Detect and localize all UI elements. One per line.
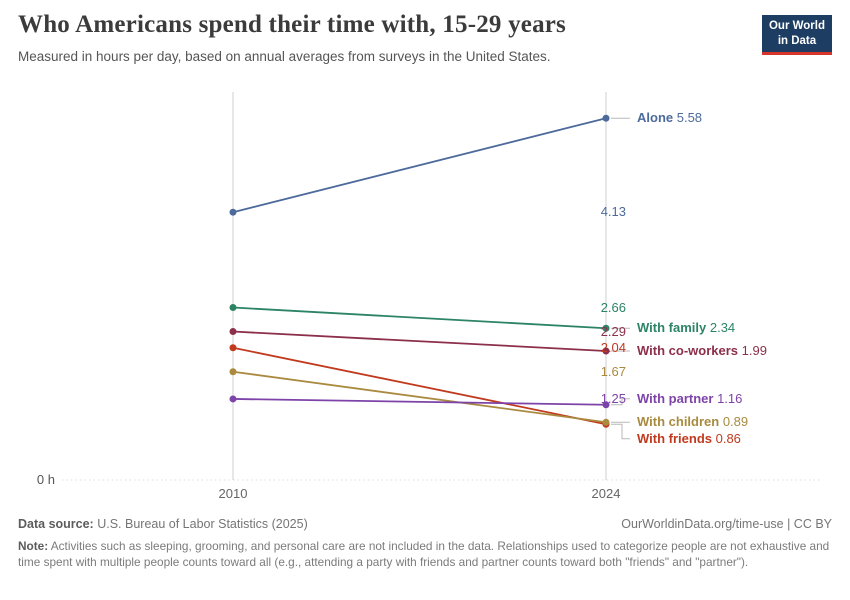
series-end-value-alone: 5.58 bbox=[673, 110, 703, 126]
start-value-label-alone: 4.13 bbox=[600, 204, 626, 220]
series-start-point-with-family[interactable] bbox=[229, 304, 237, 312]
attribution[interactable]: OurWorldinData.org/time-use | CC BY bbox=[621, 517, 832, 531]
series-name-with-partner: With partner bbox=[637, 390, 714, 406]
series-label-with-children[interactable]: With children 0.89 bbox=[637, 414, 748, 429]
series-start-point-with-children[interactable] bbox=[229, 368, 237, 376]
data-source-label: Data source: bbox=[18, 517, 94, 531]
series-end-value-with-co-workers: 1.99 bbox=[738, 342, 767, 358]
start-value-label-with-children: 1.67 bbox=[600, 363, 626, 379]
series-name-alone: Alone bbox=[637, 110, 674, 126]
owid-logo[interactable]: Our World in Data bbox=[761, 15, 832, 55]
series-end-point-alone[interactable] bbox=[602, 114, 610, 122]
series-line-with-partner[interactable] bbox=[232, 398, 607, 406]
series-line-with-friends[interactable] bbox=[232, 346, 607, 426]
series-start-point-with-partner[interactable] bbox=[229, 395, 237, 403]
series-label-with-partner[interactable]: With partner 1.16 bbox=[637, 391, 742, 406]
x-axis-label-2010: 2010 bbox=[218, 486, 248, 501]
series-end-value-with-partner: 1.16 bbox=[713, 390, 743, 406]
series-end-point-with-co-workers[interactable] bbox=[602, 347, 610, 355]
y-axis-zero-label: 0 h bbox=[36, 472, 55, 487]
series-end-value-with-friends: 0.86 bbox=[712, 430, 741, 446]
series-label-with-friends[interactable]: With friends 0.86 bbox=[637, 431, 741, 446]
start-value-label-with-friends: 2.04 bbox=[600, 339, 626, 355]
series-label-with-family[interactable]: With family 2.34 bbox=[637, 320, 735, 335]
footnote: Note: Activities such as sleeping, groom… bbox=[18, 539, 834, 570]
start-value-label-with-co-workers: 2.29 bbox=[600, 323, 626, 339]
start-value-label-with-partner: 1.25 bbox=[600, 390, 626, 406]
page-title: Who Americans spend their time with, 15-… bbox=[18, 11, 566, 38]
start-value-label-with-family: 2.66 bbox=[600, 299, 626, 315]
footnote-label: Note: bbox=[18, 539, 49, 553]
data-source: Data source: U.S. Bureau of Labor Statis… bbox=[18, 517, 308, 531]
series-label-alone[interactable]: Alone 5.58 bbox=[637, 110, 702, 125]
series-name-with-co-workers: With co-workers bbox=[637, 342, 739, 358]
series-line-with-family[interactable] bbox=[232, 306, 607, 330]
series-end-point-with-children[interactable] bbox=[602, 418, 610, 426]
owid-logo-line1: Our World bbox=[768, 20, 825, 32]
page-subtitle: Measured in hours per day, based on annu… bbox=[18, 49, 551, 64]
series-line-with-children[interactable] bbox=[232, 370, 607, 424]
series-end-value-with-children: 0.89 bbox=[719, 414, 749, 430]
series-start-point-alone[interactable] bbox=[229, 208, 237, 216]
footnote-text: Activities such as sleeping, grooming, a… bbox=[18, 539, 830, 569]
series-start-point-with-friends[interactable] bbox=[229, 344, 237, 352]
series-label-with-co-workers[interactable]: With co-workers 1.99 bbox=[637, 343, 767, 358]
series-name-with-children: With children bbox=[637, 414, 720, 430]
owid-logo-line2: in Data bbox=[777, 34, 817, 47]
series-end-value-with-family: 2.34 bbox=[706, 320, 736, 336]
label-connector-with-partner bbox=[611, 398, 630, 406]
series-name-with-family: With family bbox=[637, 320, 707, 336]
label-connector-with-friends bbox=[611, 423, 630, 440]
series-line-with-co-workers[interactable] bbox=[232, 330, 607, 352]
series-name-with-friends: With friends bbox=[637, 430, 712, 446]
x-axis-label-2024: 2024 bbox=[591, 486, 621, 501]
data-source-text: U.S. Bureau of Labor Statistics (2025) bbox=[93, 517, 308, 531]
footer-source-row: Data source: U.S. Bureau of Labor Statis… bbox=[18, 517, 832, 531]
series-start-point-with-co-workers[interactable] bbox=[229, 328, 237, 336]
series-end-point-with-family[interactable] bbox=[602, 324, 610, 332]
series-end-point-with-partner[interactable] bbox=[602, 401, 610, 409]
series-line-alone[interactable] bbox=[232, 117, 607, 214]
